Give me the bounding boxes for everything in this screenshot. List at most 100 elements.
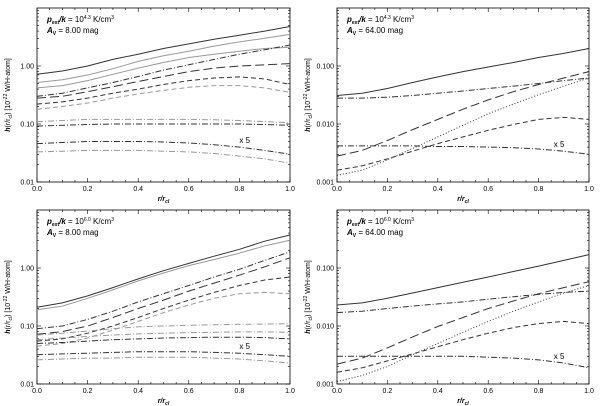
x-tick-label: 1.0 <box>285 186 295 193</box>
x-axis: 0.0 0.2 0.4 0.6 0.8 1.0 <box>32 8 295 193</box>
series-line-dash-dot-grey-lower <box>36 149 291 164</box>
y-tick-label: 0.001 <box>316 382 334 389</box>
series-line-dash-dot-grey-lower <box>36 356 291 364</box>
x-tick-label: 0.6 <box>483 388 493 395</box>
pressure-label: pext/k = 106.0 K/cm3 <box>46 217 114 228</box>
series-line-dash-dot-black <box>36 44 291 97</box>
multiplier-label: x 5 <box>554 352 565 361</box>
x-tick-label: 0.2 <box>383 186 393 193</box>
series-line-dash-dot-black-mid <box>36 336 291 344</box>
x-tick-label: 0.2 <box>83 388 93 395</box>
series-line-dotted-black <box>336 285 590 383</box>
y-tick-label: 0.100 <box>316 64 334 71</box>
series-line-long-dash-black <box>336 71 590 157</box>
extinction-label: AV = 64.00 mag <box>346 228 403 239</box>
series-line-dashed-grey <box>36 291 291 347</box>
series-line-dash-dot-grey-upper <box>36 118 291 124</box>
panel-top-left: 0.0 0.2 0.4 0.6 0.8 1.0 0.01 0.10 1.00 r/rcl h(r/r… <box>3 7 295 205</box>
series-line-solid-black <box>336 254 590 306</box>
y-axis: 0.01 0.10 1.00 <box>20 212 290 389</box>
x-tick-label: 0.4 <box>133 186 143 193</box>
series-line-dash-dot-grey-upper <box>36 323 291 336</box>
y-axis-label: h(r/rcl) [10-22 W/H-atom] <box>3 260 14 334</box>
series-group <box>36 234 291 364</box>
y-axis-label: h(r/rcl) [10-22 W/H-atom] <box>3 58 14 132</box>
series-line-long-dash-black <box>336 281 590 365</box>
series-line-solid-grey <box>36 239 291 311</box>
x-axis-label: r/rcl <box>158 196 170 205</box>
series-line-dash-dot-black-upper <box>336 290 590 314</box>
series-group <box>36 26 291 164</box>
series-line-long-dash-black <box>36 63 291 99</box>
x-tick-label: 0.4 <box>433 186 443 193</box>
x-tick-label: 0.0 <box>32 388 42 395</box>
multiplier-label: x 5 <box>239 136 250 145</box>
series-group <box>336 254 590 383</box>
x-tick-label: 1.0 <box>584 388 594 395</box>
x-tick-label: 0.6 <box>483 186 493 193</box>
x-tick-label: 0.8 <box>534 388 544 395</box>
y-tick-label: 0.01 <box>20 382 34 389</box>
x-axis-label: r/rcl <box>457 196 469 205</box>
panel-bottom-left: 0.0 0.2 0.4 0.6 0.8 1.0 0.01 0.10 1.00 r/rcl h(r/r… <box>3 209 295 406</box>
series-line-dashed-black <box>36 276 291 342</box>
series-group <box>336 48 590 176</box>
panel-bottom-right: 0.0 0.2 0.4 0.6 0.8 1.0 0.001 0.010 0.100 r/rcl h(… <box>303 209 594 406</box>
x-tick-label: 1.0 <box>584 186 594 193</box>
series-line-dash-dot-black-x5 <box>36 141 291 155</box>
multiplier-label: x 5 <box>239 342 250 351</box>
x-tick-label: 0.4 <box>133 388 143 395</box>
pressure-label: pext/k = 106.0 K/cm3 <box>346 217 414 228</box>
y-tick-label: 0.10 <box>20 122 34 129</box>
series-line-solid-black <box>336 48 590 96</box>
panel-top-right: 0.0 0.2 0.4 0.6 0.8 1.0 0.001 0.010 0.100 r/rcl h(… <box>303 7 594 205</box>
x-tick-label: 0.6 <box>184 186 194 193</box>
y-tick-label: 0.001 <box>316 180 334 187</box>
y-tick-label: 1.00 <box>20 64 34 71</box>
x-tick-label: 0.0 <box>332 186 342 193</box>
pressure-label: pext/k = 104.3 K/cm3 <box>46 15 114 26</box>
x-axis: 0.0 0.2 0.4 0.6 0.8 1.0 <box>332 8 594 193</box>
y-axis-label: h(r/rcl) [10-22 W/H-atom] <box>303 260 314 334</box>
series-line-dashed-black <box>336 116 590 171</box>
extinction-label: AV = 8.00 mag <box>46 228 99 239</box>
y-tick-label: 1.00 <box>20 266 34 273</box>
series-line-dash-dot-black-x5 <box>36 351 291 357</box>
x-axis: 0.0 0.2 0.4 0.6 0.8 1.0 <box>332 210 594 395</box>
y-tick-label: 0.10 <box>20 324 34 331</box>
series-line-dash-dot-grey-mid <box>36 331 291 341</box>
series-line-solid-grey-2 <box>36 46 291 89</box>
series-line-solid-black <box>36 234 291 308</box>
y-axis-label: h(r/rcl) [10-22 W/H-atom] <box>303 58 314 132</box>
series-line-dash-dot-black-x5 <box>337 145 590 155</box>
series-line-dotted-black <box>336 77 590 176</box>
x-tick-label: 0.8 <box>235 388 245 395</box>
series-line-dashed-black <box>336 320 590 373</box>
x-tick-label: 0.2 <box>83 186 93 193</box>
x-tick-label: 0.0 <box>332 388 342 395</box>
series-line-solid-black <box>36 26 291 75</box>
x-tick-label: 0.8 <box>235 186 245 193</box>
x-tick-label: 0.2 <box>383 388 393 395</box>
series-line-dash-dot-black <box>36 251 291 330</box>
series-line-long-dash-black <box>36 257 291 335</box>
x-tick-label: 0.0 <box>32 186 42 193</box>
series-line-solid-grey-1 <box>36 33 291 83</box>
y-tick-label: 0.010 <box>316 122 334 129</box>
series-line-dash-dot-black-flat <box>36 123 291 127</box>
series-line-dashed-black <box>36 76 291 105</box>
x-axis: 0.0 0.2 0.4 0.6 0.8 1.0 <box>32 210 295 395</box>
x-tick-label: 0.6 <box>184 388 194 395</box>
extinction-label: AV = 8.00 mag <box>46 26 99 37</box>
y-tick-label: 0.010 <box>316 324 334 331</box>
y-tick-label: 0.100 <box>316 266 334 273</box>
y-axis: 0.01 0.10 1.00 <box>20 10 290 187</box>
y-axis: 0.001 0.010 0.100 <box>316 212 589 389</box>
series-line-dashed-grey <box>36 85 291 110</box>
series-line-dash-dot-black-x5 <box>337 355 590 369</box>
